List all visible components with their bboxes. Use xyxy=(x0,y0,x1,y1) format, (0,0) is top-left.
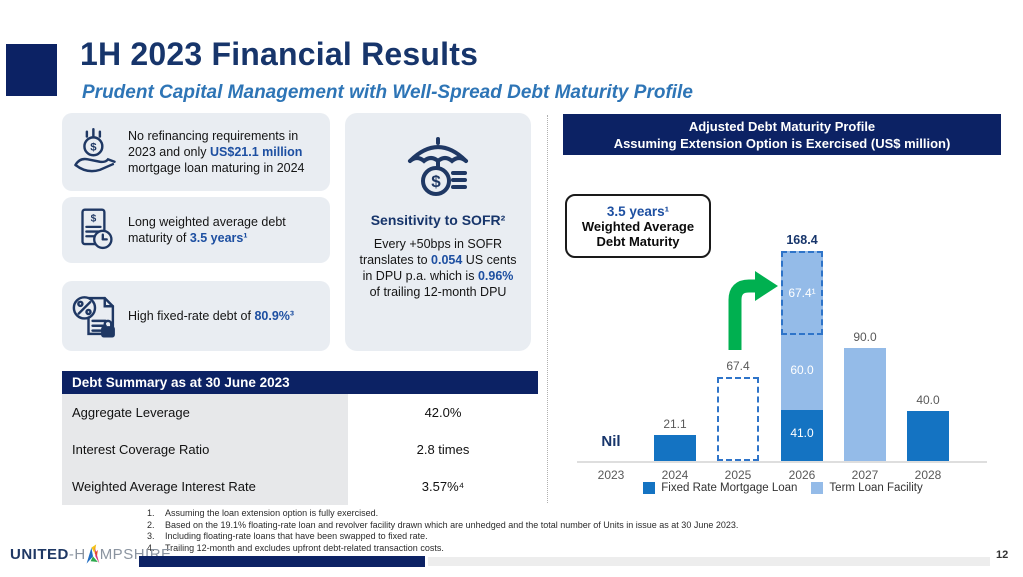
axis-tick-label: 2028 xyxy=(914,468,942,482)
highlight-box-maturity: $ Long weighted average debt maturity of… xyxy=(62,197,330,263)
debt-summary-table: Debt Summary as at 30 June 2023 Aggregat… xyxy=(62,371,538,505)
chart-title-line1: Adjusted Debt Maturity Profile xyxy=(688,118,876,134)
debt-summary-label-column-bg xyxy=(62,394,348,505)
highlight-text: High fixed-rate debt of 80.9%³ xyxy=(128,309,295,323)
bar-value-label: 90.0 xyxy=(853,330,877,344)
row-label: Aggregate Leverage xyxy=(72,405,190,420)
legend-item: Fixed Rate Mortgage Loan xyxy=(643,482,797,494)
corner-accent-square xyxy=(6,44,57,96)
weighted-average-callout: 3.5 years¹ Weighted Average Debt Maturit… xyxy=(565,194,711,258)
legend-swatch xyxy=(811,482,824,494)
callout-label: Weighted Average xyxy=(581,218,695,234)
axis-tick-label: 2024 xyxy=(661,468,689,482)
row-value: 2.8 times xyxy=(416,442,470,457)
row-label: Weighted Average Interest Rate xyxy=(72,479,256,494)
sofr-sensitivity-box: $ Sensitivity to SOFR² Every +50bps in S… xyxy=(345,113,531,351)
section-divider xyxy=(547,115,548,503)
bar-segment-2028 xyxy=(907,411,949,461)
axis-tick-label: 2023 xyxy=(597,468,625,482)
axis-tick-label: 2026 xyxy=(788,468,816,482)
bar-value-label: 168.4 xyxy=(786,233,818,247)
money-hand-icon: $ xyxy=(62,124,128,180)
sofr-heading: Sensitivity to SOFR² xyxy=(370,212,506,228)
bar-segment-2026: 60.0 xyxy=(781,335,823,410)
footnote: 3. Including floating-rate loans that ha… xyxy=(147,531,428,541)
legend-label: Fixed Rate Mortgage Loan xyxy=(661,482,798,494)
legend-item: Term Loan Facility xyxy=(811,482,923,494)
document-clock-icon: $ xyxy=(62,203,128,257)
svg-text:$: $ xyxy=(431,172,441,191)
logo-emblem-icon xyxy=(86,544,100,564)
chart-title-banner: Adjusted Debt Maturity Profile Assuming … xyxy=(563,114,1001,155)
highlight-text: Long weighted average debt maturity of 3… xyxy=(128,215,286,245)
bar-value-label: 21.1 xyxy=(663,417,687,431)
bar-segment-2027 xyxy=(844,348,886,461)
bar-segment-2026: 67.4¹ xyxy=(781,251,823,335)
highlight-box-fixed-rate: High fixed-rate debt of 80.9%³ xyxy=(62,281,330,351)
debt-maturity-chart: Nil 2023 21.1 2024 67.4 2025 41.0 60.0 67.4¹ 168.… xyxy=(563,160,1003,510)
footer-bar-navy xyxy=(139,556,425,567)
percent-lock-icon xyxy=(62,288,128,344)
svg-text:$: $ xyxy=(91,213,97,224)
bar-value-label: 40.0 xyxy=(916,393,940,407)
nil-label: Nil xyxy=(601,433,621,450)
legend-label: Term Loan Facility xyxy=(829,482,923,494)
x-axis-line xyxy=(577,461,987,463)
svg-text:$: $ xyxy=(90,141,97,153)
row-value: 3.57%⁴ xyxy=(421,479,465,494)
bar-value-label: 67.4 xyxy=(726,359,750,373)
axis-tick-label: 2025 xyxy=(724,468,752,482)
chart-legend: Fixed Rate Mortgage Loan Term Loan Facili… xyxy=(563,482,1003,494)
axis-tick-label: 2027 xyxy=(851,468,879,482)
page-title: 1H 2023 Financial Results xyxy=(80,36,479,72)
page-number: 12 xyxy=(996,549,1009,561)
footnote: 2. Based on the 19.1% floating-rate loan… xyxy=(147,519,739,530)
page-subtitle: Prudent Capital Management with Well-Spr… xyxy=(82,82,693,103)
sofr-body-text: Every +50bps in SOFR translates to 0.054… xyxy=(359,237,517,299)
table-row: Aggregate Leverage 42.0% xyxy=(62,394,538,431)
row-value: 42.0% xyxy=(424,405,462,420)
footnotes: 1. Assuming the loan extension option is… xyxy=(147,508,867,554)
callout-label: Debt Maturity xyxy=(596,233,680,249)
bar-segment-2024 xyxy=(654,435,696,461)
highlight-box-refinancing: $ No refinancing requirements in 2023 an… xyxy=(62,113,330,191)
row-label: Interest Coverage Ratio xyxy=(72,442,210,457)
callout-value: 3.5 years¹ xyxy=(606,203,670,219)
legend-swatch xyxy=(643,482,656,494)
bar-segment-2025 xyxy=(717,377,759,461)
extension-arrow-icon xyxy=(728,271,778,350)
footnote: 4. Trailing 12-month and excludes upfron… xyxy=(147,542,444,553)
chart-title-line2: Assuming Extension Option is Exercised (… xyxy=(613,135,951,151)
footer-bar-gray xyxy=(428,557,990,566)
bar-segment-2026: 41.0 xyxy=(781,410,823,461)
footnote: 1. Assuming the loan extension option is… xyxy=(147,508,379,518)
debt-summary-header: Debt Summary as at 30 June 2023 xyxy=(62,371,538,394)
table-row: Interest Coverage Ratio 2.8 times xyxy=(62,431,538,468)
highlight-text: No refinancing requirements in 2023 and … xyxy=(128,129,305,175)
umbrella-coin-icon: $ xyxy=(345,129,531,206)
table-row: Weighted Average Interest Rate 3.57%⁴ xyxy=(62,468,538,505)
